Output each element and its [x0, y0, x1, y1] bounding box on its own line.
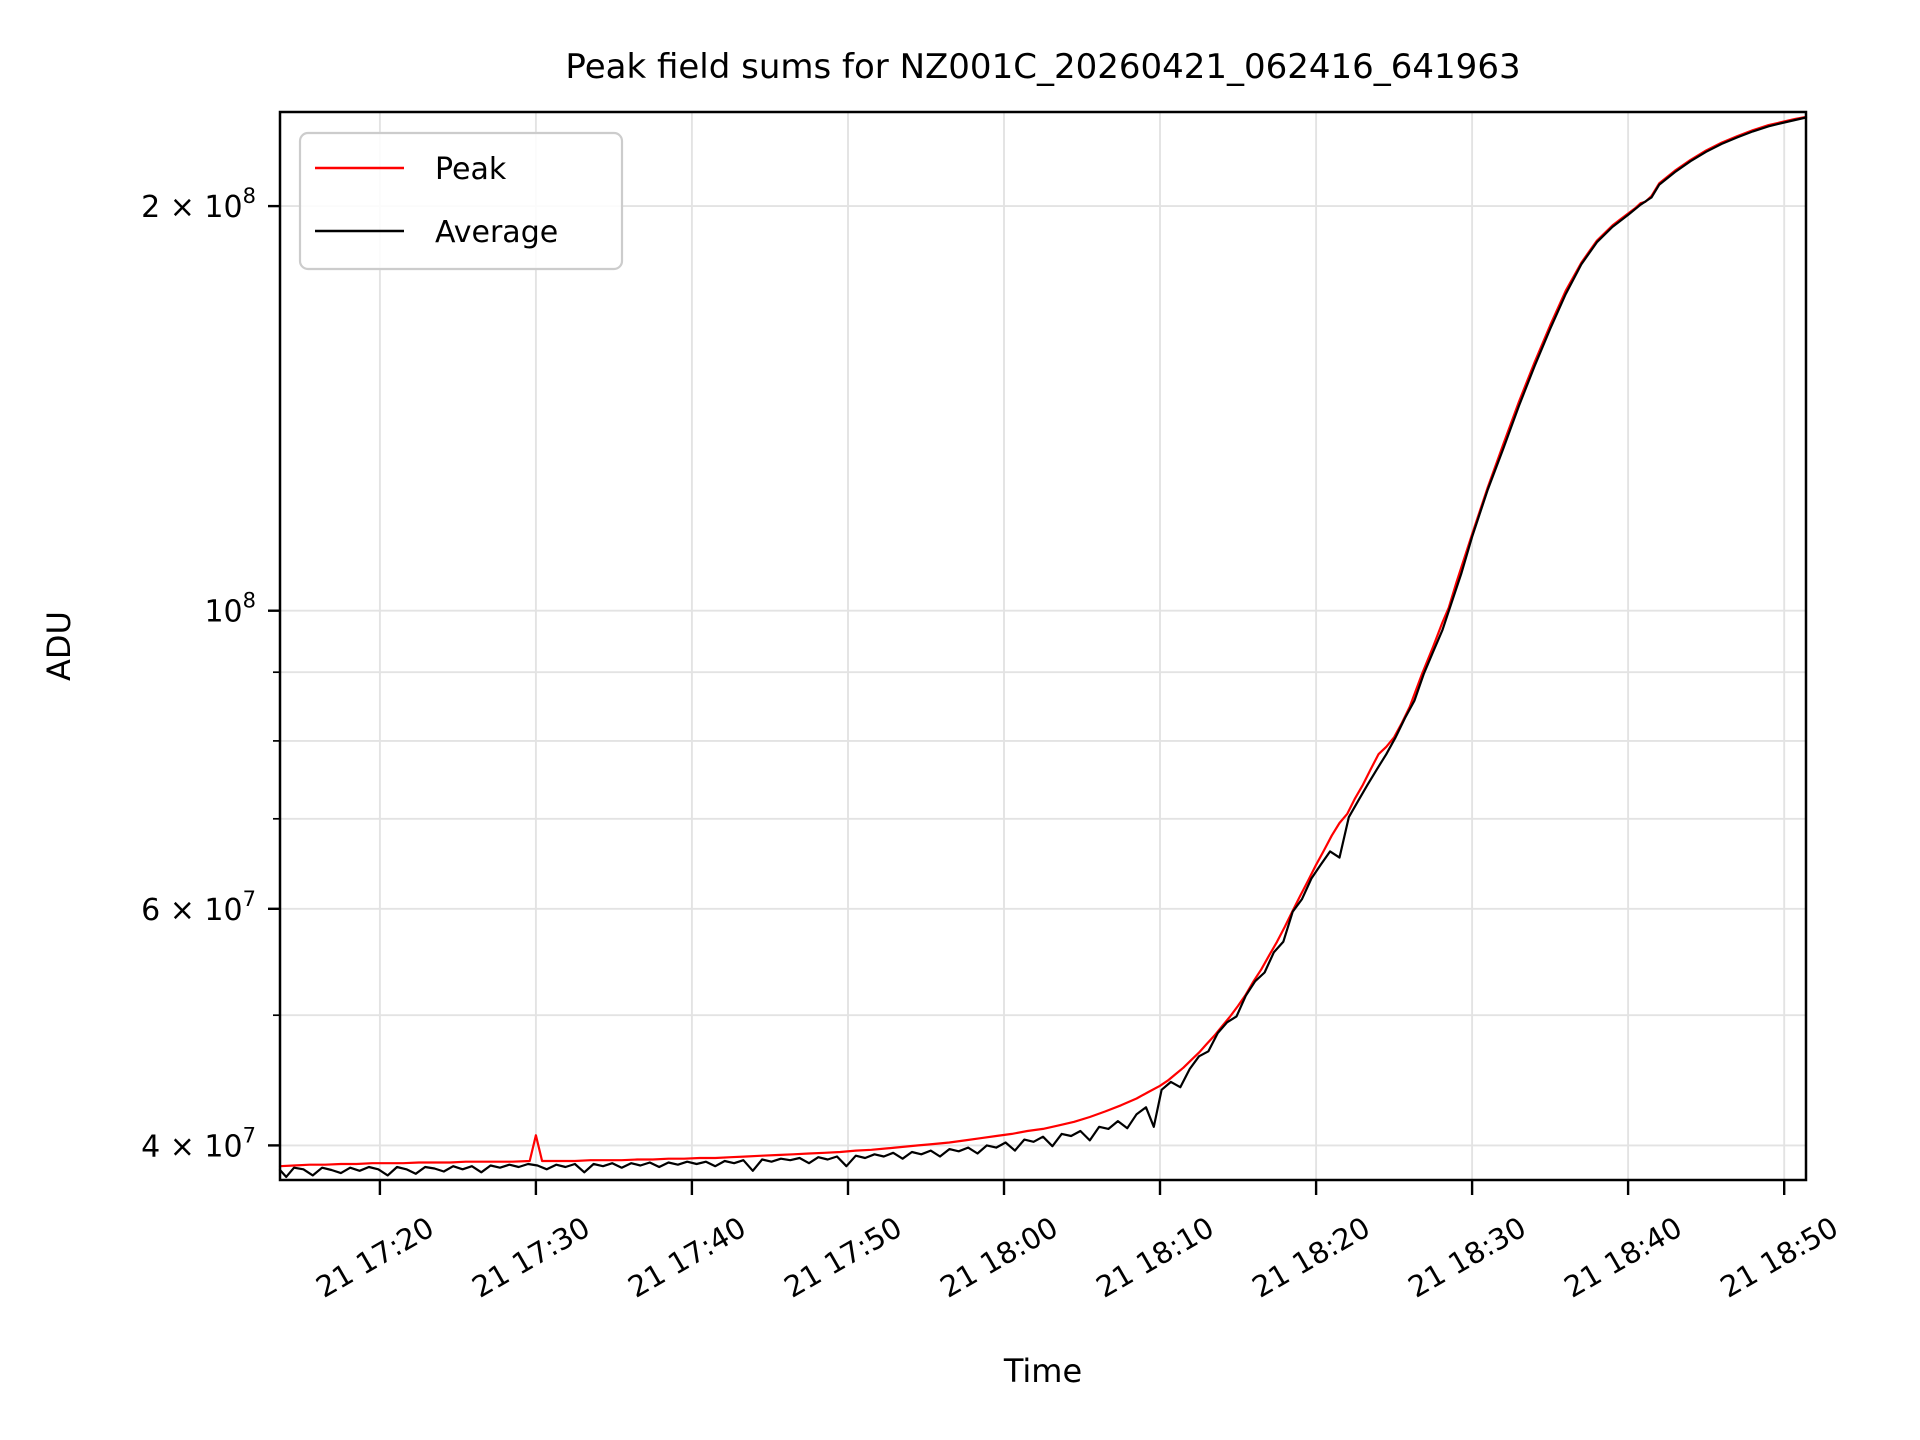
gridlines [280, 112, 1806, 1180]
chart-title: Peak field sums for NZ001C_20260421_0624… [565, 47, 1520, 87]
plot-frame [278, 110, 1808, 1182]
x-tick-label: 21 17:40 [622, 1210, 751, 1304]
x-tick-label: 21 17:20 [310, 1210, 439, 1304]
y-tick-label: 2 × 108 [141, 184, 256, 225]
x-tick-label: 21 18:20 [1246, 1210, 1375, 1304]
x-tick-label: 21 17:50 [778, 1210, 907, 1304]
x-tick-label: 21 18:50 [1715, 1210, 1844, 1304]
x-axis-label: Time [1003, 1352, 1082, 1390]
series-line-average [278, 116, 1808, 1178]
x-tick-label: 21 18:40 [1558, 1210, 1687, 1304]
legend-label-average: Average [435, 215, 558, 250]
y-tick-labels: 4 × 107 6 × 107 108 2 × 108 [141, 184, 256, 1164]
legend: Peak Average [298, 131, 624, 271]
y-tick-label: 6 × 107 [141, 887, 256, 928]
y-axis-label: ADU [40, 611, 78, 681]
x-tick-labels: 21 17:20 21 17:30 21 17:40 21 17:50 21 18:00… [310, 1210, 1844, 1304]
tick-marks [268, 204, 1786, 1195]
y-tick-label: 4 × 107 [141, 1123, 256, 1164]
y-tick-label: 108 [204, 589, 256, 630]
x-tick-label: 21 18:00 [934, 1210, 1063, 1304]
x-tick-label: 21 18:30 [1402, 1210, 1531, 1304]
legend-label-peak: Peak [435, 152, 507, 187]
x-tick-label: 21 17:30 [466, 1210, 595, 1304]
x-tick-label: 21 18:10 [1090, 1210, 1219, 1304]
data-series [278, 115, 1808, 1178]
